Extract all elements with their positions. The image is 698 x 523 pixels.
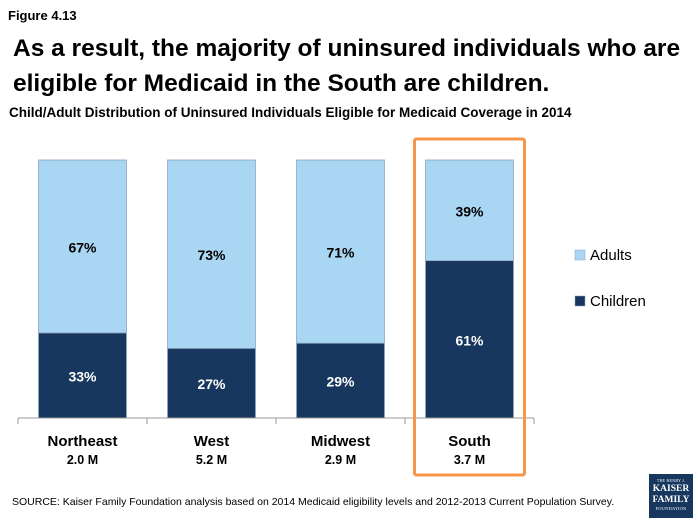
category-sublabel-south: 3.7 M bbox=[454, 453, 485, 467]
logo-line-4: FOUNDATION bbox=[655, 506, 687, 511]
figure-label: Figure 4.13 bbox=[8, 8, 77, 23]
category-sublabel-northeast: 2.0 M bbox=[67, 453, 98, 467]
data-label-children-midwest: 29% bbox=[326, 374, 355, 390]
data-label-adults-west: 73% bbox=[197, 247, 226, 263]
bar-adults-northeast bbox=[38, 159, 127, 334]
chart-title: Child/Adult Distribution of Uninsured In… bbox=[9, 105, 572, 120]
logo-line-1: THE HENRY J. bbox=[656, 478, 686, 483]
bar-adults-south bbox=[425, 159, 514, 262]
kff-logo: THE HENRY J. KAISER FAMILY FOUNDATION bbox=[649, 474, 693, 518]
category-label-west: West bbox=[194, 433, 230, 450]
bar-children-south bbox=[425, 260, 514, 419]
category-label-midwest: Midwest bbox=[311, 433, 370, 450]
bar-adults-west bbox=[167, 159, 256, 349]
category-sublabel-midwest: 2.9 M bbox=[325, 453, 356, 467]
data-label-children-south: 61% bbox=[455, 332, 484, 348]
source-note: SOURCE: Kaiser Family Foundation analysi… bbox=[12, 496, 615, 508]
legend-label-adults: Adults bbox=[590, 247, 632, 264]
data-label-children-northeast: 33% bbox=[68, 368, 97, 384]
data-label-adults-south: 39% bbox=[455, 203, 484, 219]
legend-swatch-children bbox=[574, 295, 586, 307]
bar-adults-midwest bbox=[296, 159, 385, 344]
highlight-box-south bbox=[413, 137, 526, 477]
legend-swatch-adults bbox=[574, 249, 586, 261]
logo-line-3: FAMILY bbox=[652, 494, 690, 505]
data-label-adults-midwest: 71% bbox=[326, 245, 355, 261]
data-label-children-west: 27% bbox=[197, 376, 226, 392]
category-label-northeast: Northeast bbox=[47, 433, 117, 450]
logo-line-2: KAISER bbox=[652, 484, 690, 494]
data-label-adults-northeast: 67% bbox=[68, 239, 97, 255]
legend-label-children: Children bbox=[590, 293, 646, 310]
page-title: As a result, the majority of uninsured i… bbox=[13, 35, 681, 97]
category-label-south: South bbox=[448, 433, 491, 450]
category-sublabel-west: 5.2 M bbox=[196, 453, 227, 467]
